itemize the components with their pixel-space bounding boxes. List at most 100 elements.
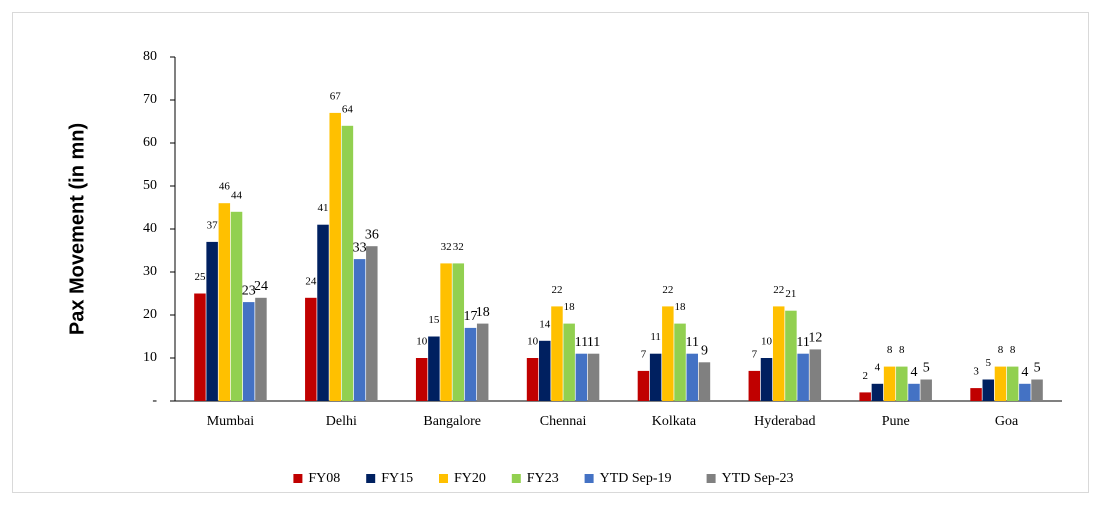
legend-swatch: [584, 474, 594, 483]
bar: [760, 358, 773, 401]
data-label: 10: [527, 336, 539, 348]
bar: [797, 353, 809, 401]
y-axis-label: Pax Movement (in mn): [66, 123, 88, 335]
legend-swatch: [706, 474, 716, 483]
bar: [637, 370, 650, 401]
data-label: 10: [416, 336, 428, 348]
data-label: 4: [1021, 365, 1028, 380]
bar: [686, 353, 698, 401]
data-label: 5: [1034, 361, 1041, 376]
bar: [785, 310, 797, 401]
y-tick-label: 60: [143, 135, 157, 150]
bar: [587, 353, 600, 401]
bar: [662, 306, 674, 401]
data-label: 8: [998, 344, 1004, 356]
x-tick-label: Bangalore: [423, 414, 481, 429]
data-label: 11: [685, 335, 698, 350]
data-label: 33: [353, 240, 367, 255]
bar: [329, 112, 341, 402]
bar: [575, 353, 588, 401]
y-tick-label: 40: [143, 221, 157, 236]
bar: [476, 323, 489, 401]
bar: [908, 383, 920, 401]
bar: [698, 362, 711, 401]
data-label: 15: [428, 314, 440, 326]
bar: [255, 297, 267, 401]
data-label: 32: [453, 241, 464, 253]
data-label: 9: [701, 344, 708, 359]
y-tick-label: -: [152, 393, 157, 408]
data-label: 32: [441, 241, 452, 253]
bar: [748, 370, 761, 401]
bar: [539, 340, 551, 401]
legend-label: FY20: [454, 471, 486, 486]
data-label: 64: [342, 103, 354, 115]
bar: [218, 203, 231, 401]
bar: [526, 358, 539, 401]
data-label: 11: [575, 335, 588, 350]
data-label: 22: [551, 284, 562, 296]
x-tick-label: Mumbai: [207, 414, 255, 429]
bar: [551, 306, 563, 401]
data-label: 7: [752, 348, 758, 360]
data-label: 11: [650, 331, 661, 343]
legend-label: FY08: [308, 471, 340, 486]
legend-label: YTD Sep-19: [600, 471, 672, 486]
bar: [920, 379, 932, 401]
bar: [206, 241, 218, 401]
data-label: 41: [318, 202, 329, 214]
x-tick-label: Chennai: [540, 414, 587, 429]
data-label: 18: [675, 301, 687, 313]
legend-label: FY23: [527, 471, 559, 486]
data-label: 4: [910, 365, 917, 380]
y-tick-label: 70: [143, 92, 157, 107]
data-label: 7: [641, 348, 647, 360]
data-label: 3: [973, 366, 979, 378]
data-label: 5: [923, 361, 930, 376]
bar: [230, 211, 243, 401]
data-label: 11: [587, 335, 600, 350]
y-tick-label: 80: [143, 49, 157, 64]
bar: [970, 388, 982, 401]
bar: [353, 259, 366, 401]
bar: [194, 293, 206, 401]
bar: [772, 306, 785, 401]
y-tick-label: 50: [143, 178, 157, 193]
x-tick-label: Goa: [995, 414, 1019, 429]
data-label: 8: [1010, 344, 1016, 356]
data-label: 36: [365, 227, 379, 242]
bar: [883, 366, 896, 401]
data-label: 18: [564, 301, 576, 313]
data-label: 46: [219, 181, 231, 193]
x-tick-label: Kolkata: [652, 414, 697, 429]
data-label: 17: [463, 309, 477, 324]
legend-swatch: [293, 474, 303, 483]
legend-label: FY15: [381, 471, 413, 486]
bar: [440, 263, 452, 401]
y-tick-label: 20: [143, 307, 157, 322]
bar: [452, 263, 465, 401]
bar: [563, 323, 575, 401]
bar: [366, 246, 378, 401]
data-label: 24: [305, 275, 317, 287]
chart-border: [12, 12, 1089, 493]
data-label: 5: [986, 357, 992, 369]
data-label: 10: [761, 336, 773, 348]
legend-swatch: [366, 474, 376, 483]
bar: [871, 383, 884, 401]
bar: [1031, 379, 1043, 401]
data-label: 22: [773, 284, 784, 296]
bar: [317, 224, 329, 401]
data-label: 25: [194, 271, 206, 283]
data-label: 67: [330, 90, 342, 102]
legend-swatch: [511, 474, 521, 483]
y-tick-label: 30: [143, 264, 157, 279]
bar: [649, 353, 662, 401]
data-label: 2: [862, 370, 868, 382]
bar: [464, 327, 477, 401]
bar: [896, 366, 908, 401]
bar: [242, 302, 255, 401]
data-label: 12: [808, 331, 822, 346]
x-tick-label: Pune: [882, 414, 910, 429]
bar: [341, 125, 354, 402]
